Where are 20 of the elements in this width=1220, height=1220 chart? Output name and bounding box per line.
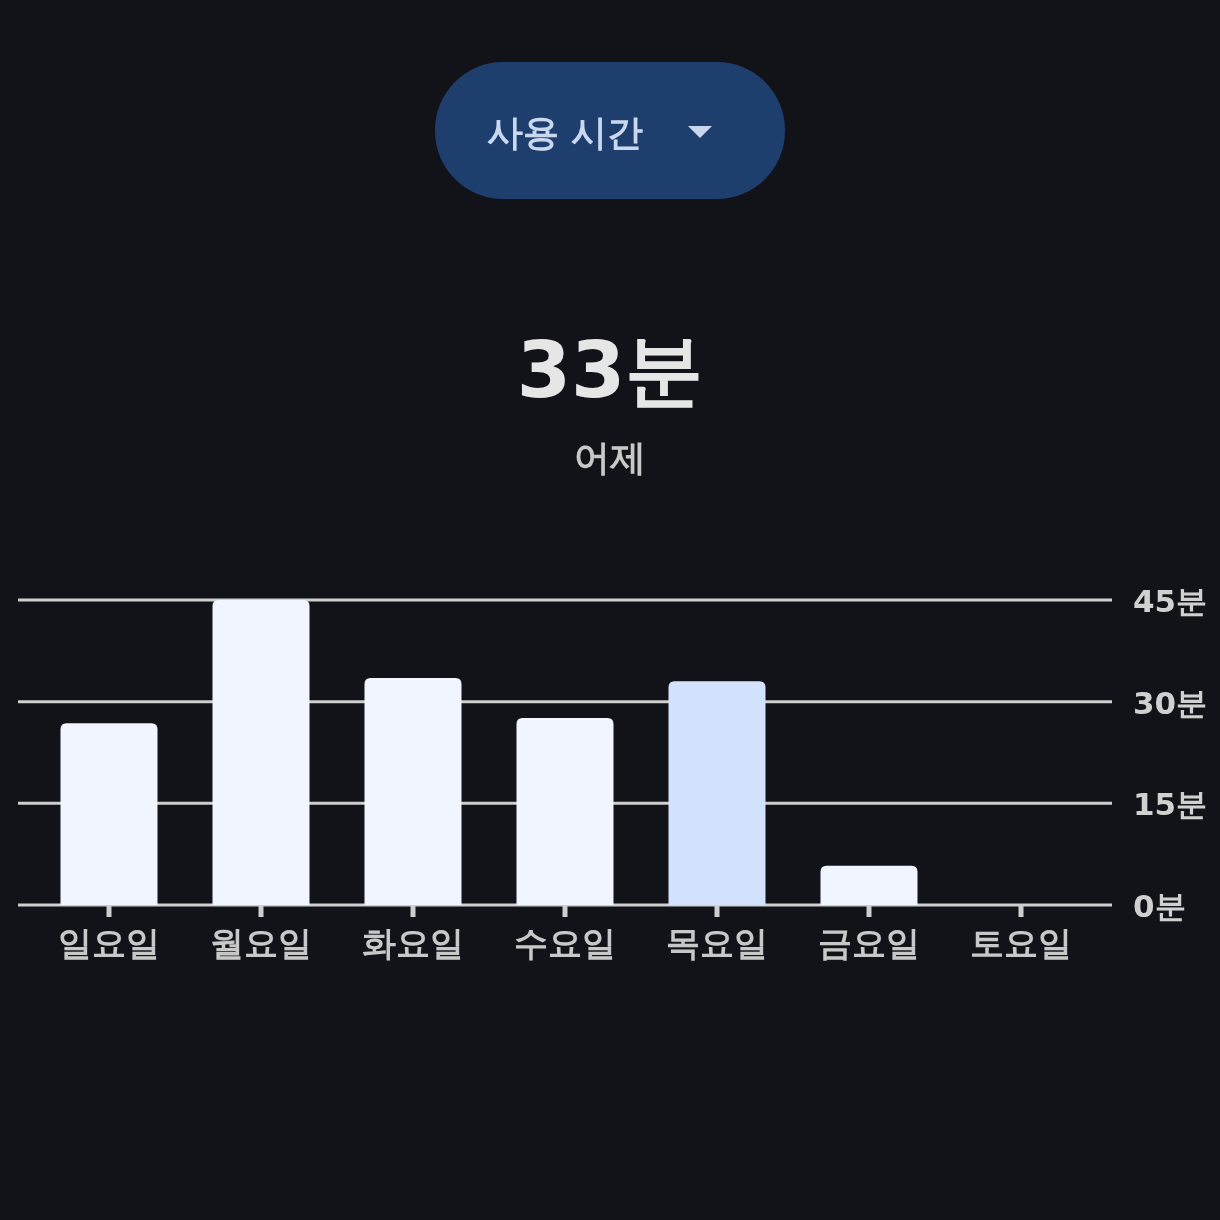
bar [820,865,918,905]
x-tick-label: 수요일 [514,923,616,963]
x-tick-label: 목요일 [666,923,768,963]
dropdown: 사용 시간 [435,62,785,199]
bar [364,677,462,905]
y-tick-label: 45분 [1133,583,1208,619]
x-tick-label: 월요일 [210,923,312,963]
chart-subtitle: 어제 [574,437,646,478]
x-tick-label: 금요일 [818,923,920,963]
x-tick-label: 토요일 [970,923,1072,963]
chart-title: 33분 [516,325,704,415]
bar [212,600,310,905]
x-tick-label: 화요일 [362,923,464,963]
y-tick-label: 30분 [1133,684,1208,721]
bar [668,681,766,905]
y-tick-label: 0분 [1133,888,1186,924]
bar [516,717,614,905]
y-tick-label: 15분 [1133,786,1208,823]
bar [60,723,158,905]
x-tick-label: 일요일 [58,923,160,963]
